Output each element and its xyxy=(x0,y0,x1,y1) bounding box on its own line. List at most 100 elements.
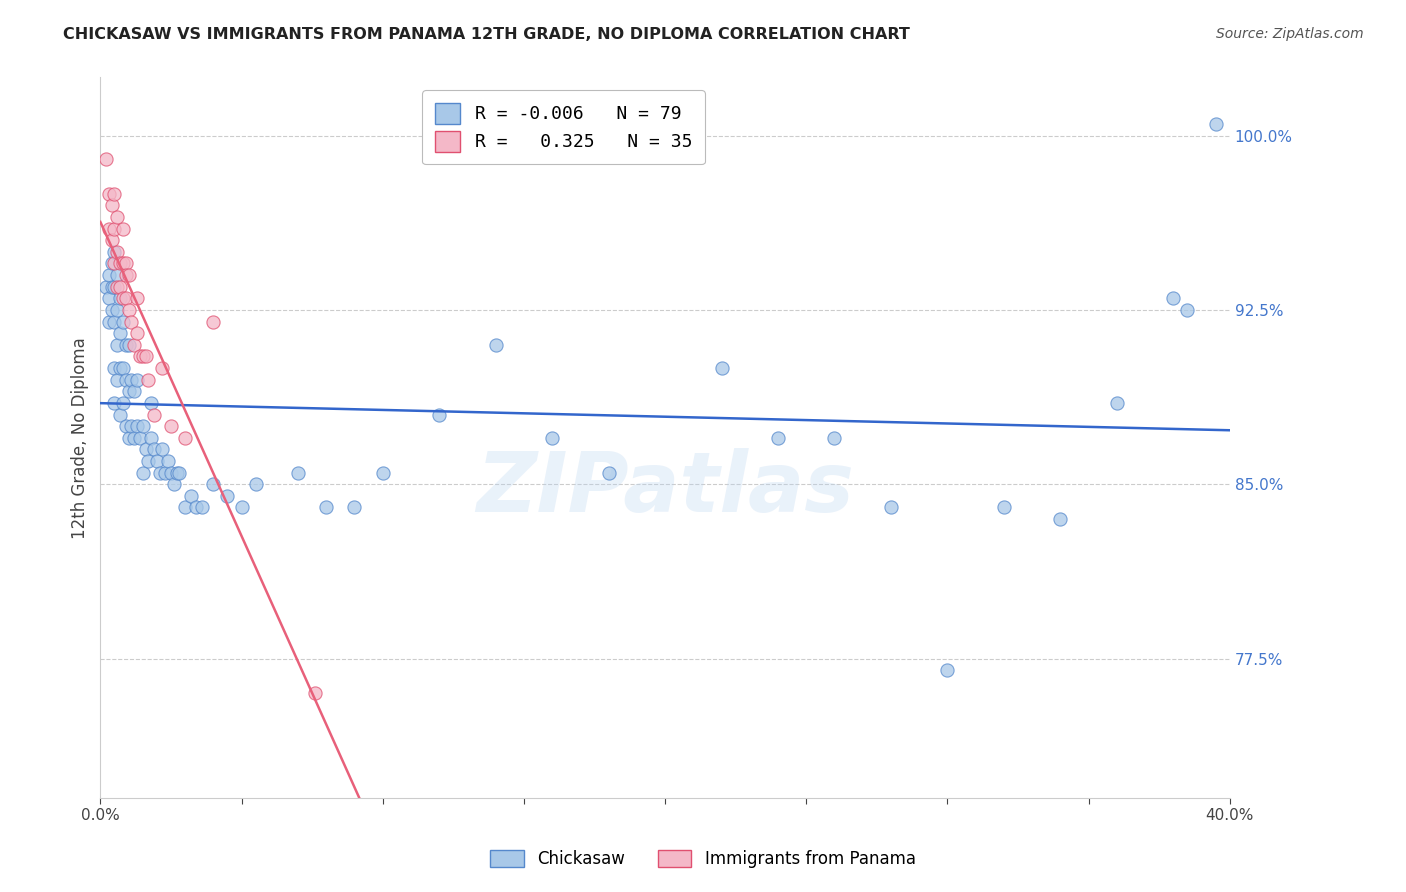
Point xyxy=(143,442,166,457)
Point xyxy=(100,198,122,212)
Point xyxy=(287,466,309,480)
Point xyxy=(105,302,128,317)
Point xyxy=(114,256,136,270)
Point xyxy=(94,152,117,166)
Point xyxy=(122,338,145,352)
Point xyxy=(141,431,163,445)
Point xyxy=(427,408,450,422)
Point xyxy=(125,373,148,387)
Point xyxy=(105,279,128,293)
Point xyxy=(108,279,131,293)
Point xyxy=(245,477,267,491)
Point xyxy=(936,663,959,677)
Point xyxy=(111,361,134,376)
Point xyxy=(105,210,128,224)
Point xyxy=(343,500,366,515)
Point xyxy=(191,500,214,515)
Point xyxy=(103,221,125,235)
Point xyxy=(100,302,122,317)
Point xyxy=(111,221,134,235)
Point xyxy=(485,338,508,352)
Point xyxy=(105,268,128,282)
Point xyxy=(1177,302,1199,317)
Point xyxy=(114,291,136,305)
Point xyxy=(180,489,202,503)
Point xyxy=(157,454,180,468)
Point xyxy=(114,373,136,387)
Point xyxy=(117,302,139,317)
Point xyxy=(103,279,125,293)
Point xyxy=(103,256,125,270)
Point xyxy=(1049,512,1071,526)
Point xyxy=(152,442,174,457)
Point xyxy=(541,431,564,445)
Point xyxy=(166,466,188,480)
Point xyxy=(97,314,120,328)
Point xyxy=(993,500,1015,515)
Point xyxy=(97,291,120,305)
Point xyxy=(146,454,169,468)
Point xyxy=(169,466,191,480)
Point xyxy=(108,361,131,376)
Point xyxy=(1105,396,1128,410)
Point xyxy=(823,431,845,445)
Point xyxy=(108,256,131,270)
Point xyxy=(217,489,239,503)
Point xyxy=(135,442,157,457)
Legend: R = -0.006   N = 79, R =   0.325   N = 35: R = -0.006 N = 79, R = 0.325 N = 35 xyxy=(422,90,704,164)
Point xyxy=(202,314,225,328)
Point xyxy=(202,477,225,491)
Point xyxy=(125,291,148,305)
Point xyxy=(131,466,153,480)
Point xyxy=(100,279,122,293)
Point xyxy=(135,350,157,364)
Point xyxy=(120,419,142,434)
Point xyxy=(97,268,120,282)
Point xyxy=(163,477,186,491)
Point xyxy=(105,244,128,259)
Point xyxy=(103,396,125,410)
Point xyxy=(125,419,148,434)
Point xyxy=(117,431,139,445)
Point xyxy=(111,396,134,410)
Point xyxy=(149,466,172,480)
Point xyxy=(160,466,183,480)
Point xyxy=(111,256,134,270)
Point xyxy=(117,384,139,399)
Point xyxy=(371,466,394,480)
Point xyxy=(155,466,177,480)
Point xyxy=(710,361,733,376)
Point xyxy=(131,350,153,364)
Point xyxy=(117,338,139,352)
Legend: Chickasaw, Immigrants from Panama: Chickasaw, Immigrants from Panama xyxy=(484,843,922,875)
Point xyxy=(117,268,139,282)
Point xyxy=(122,431,145,445)
Point xyxy=(138,454,160,468)
Text: Source: ZipAtlas.com: Source: ZipAtlas.com xyxy=(1216,27,1364,41)
Point xyxy=(122,384,145,399)
Point xyxy=(152,361,174,376)
Point xyxy=(108,291,131,305)
Point xyxy=(111,314,134,328)
Point xyxy=(138,373,160,387)
Point xyxy=(131,419,153,434)
Point xyxy=(103,314,125,328)
Point xyxy=(105,338,128,352)
Point xyxy=(125,326,148,340)
Point xyxy=(128,431,150,445)
Point xyxy=(304,686,326,700)
Point xyxy=(128,350,150,364)
Point xyxy=(114,338,136,352)
Text: ZIPatlas: ZIPatlas xyxy=(477,448,853,529)
Point xyxy=(174,500,197,515)
Point xyxy=(105,373,128,387)
Y-axis label: 12th Grade, No Diploma: 12th Grade, No Diploma xyxy=(72,337,89,539)
Point xyxy=(103,361,125,376)
Point xyxy=(880,500,903,515)
Point xyxy=(1161,291,1184,305)
Point xyxy=(598,466,620,480)
Point xyxy=(108,326,131,340)
Point xyxy=(174,431,197,445)
Point xyxy=(141,396,163,410)
Point xyxy=(120,314,142,328)
